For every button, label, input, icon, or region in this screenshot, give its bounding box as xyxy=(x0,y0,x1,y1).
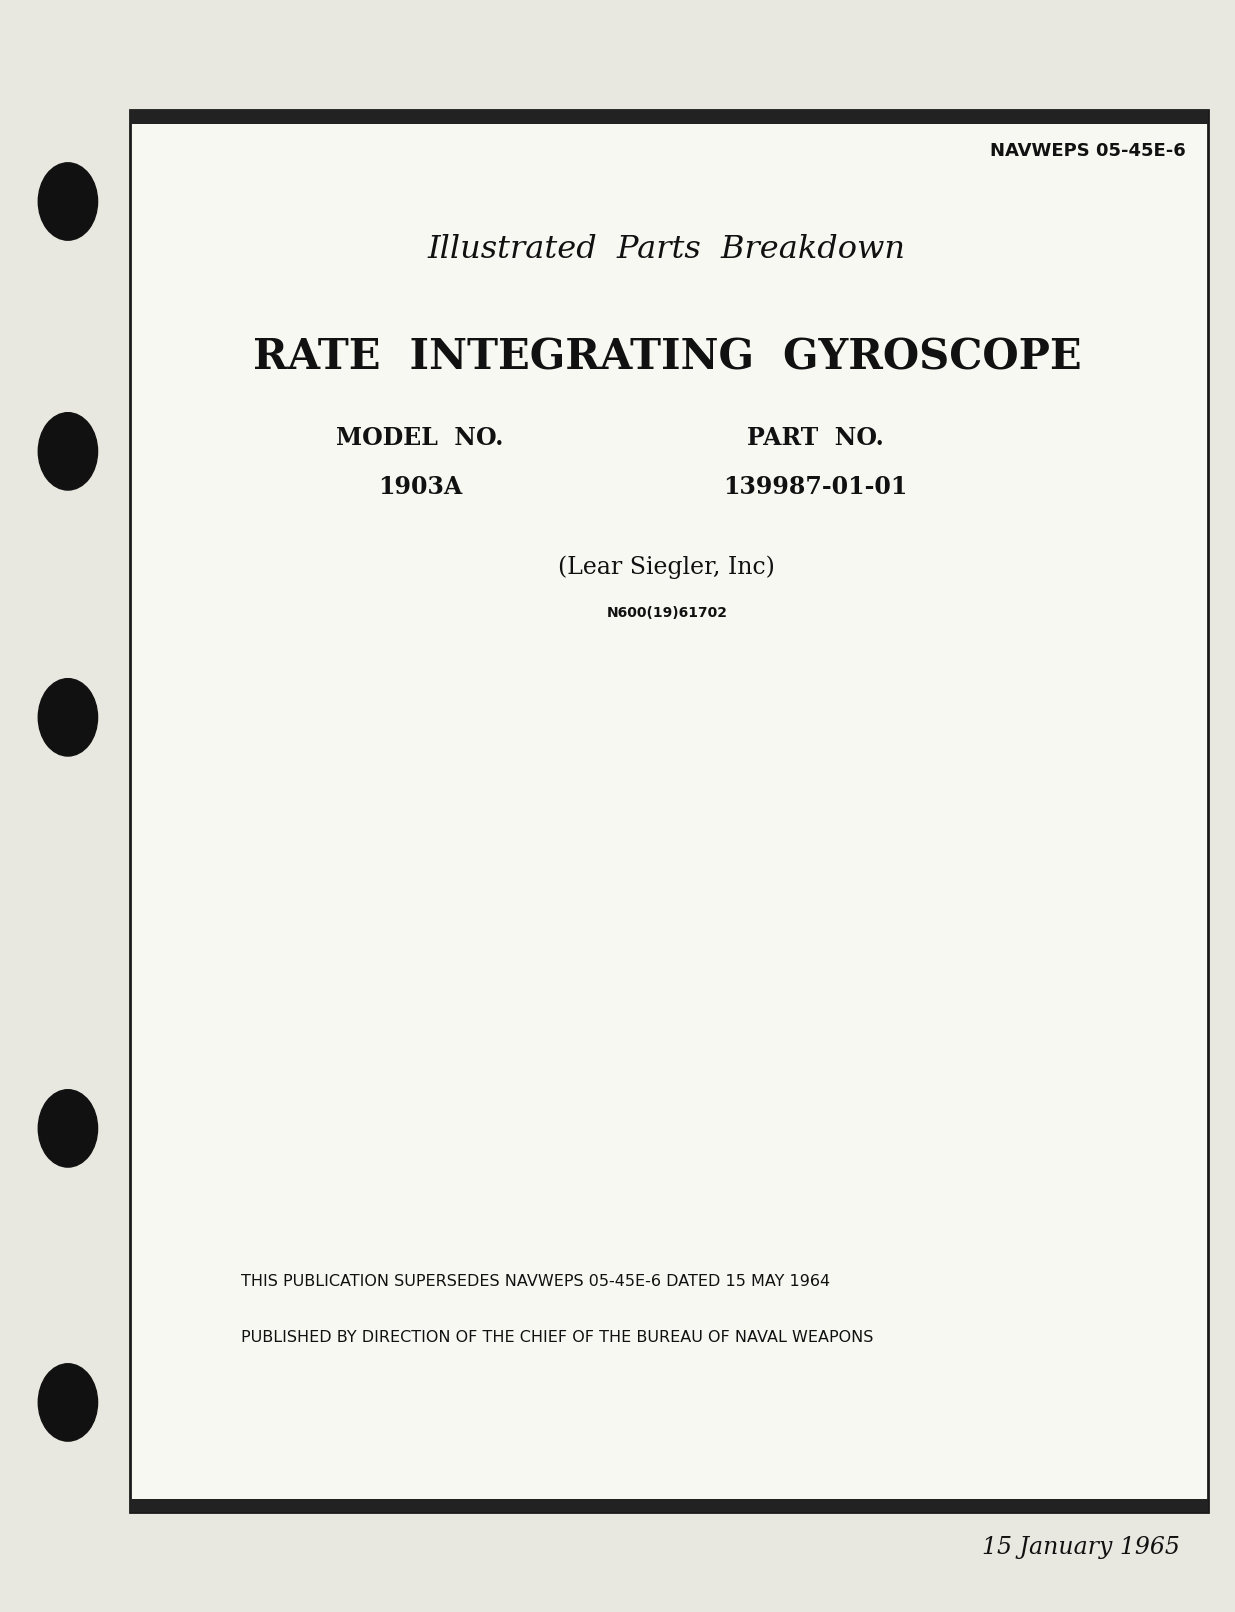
Text: 15 January 1965: 15 January 1965 xyxy=(982,1536,1179,1559)
Circle shape xyxy=(38,413,98,490)
Text: 139987-01-01: 139987-01-01 xyxy=(722,476,908,498)
Bar xyxy=(130,1499,1208,1512)
Text: PART  NO.: PART NO. xyxy=(747,427,883,450)
Bar xyxy=(130,110,1208,124)
Bar xyxy=(130,110,1208,1512)
Text: NAVWEPS 05-45E-6: NAVWEPS 05-45E-6 xyxy=(989,142,1186,160)
Circle shape xyxy=(38,1090,98,1167)
Text: Illustrated  Parts  Breakdown: Illustrated Parts Breakdown xyxy=(427,234,906,266)
Text: THIS PUBLICATION SUPERSEDES NAVWEPS 05-45E-6 DATED 15 MAY 1964: THIS PUBLICATION SUPERSEDES NAVWEPS 05-4… xyxy=(241,1273,830,1290)
Circle shape xyxy=(38,679,98,756)
Text: 1903A: 1903A xyxy=(378,476,462,498)
Text: (Lear Siegler, Inc): (Lear Siegler, Inc) xyxy=(558,556,776,579)
Circle shape xyxy=(38,163,98,240)
Text: MODEL  NO.: MODEL NO. xyxy=(336,427,504,450)
Text: N600(19)61702: N600(19)61702 xyxy=(606,606,727,619)
Text: PUBLISHED BY DIRECTION OF THE CHIEF OF THE BUREAU OF NAVAL WEAPONS: PUBLISHED BY DIRECTION OF THE CHIEF OF T… xyxy=(241,1330,873,1346)
Text: RATE  INTEGRATING  GYROSCOPE: RATE INTEGRATING GYROSCOPE xyxy=(253,337,1081,379)
Circle shape xyxy=(38,1364,98,1441)
